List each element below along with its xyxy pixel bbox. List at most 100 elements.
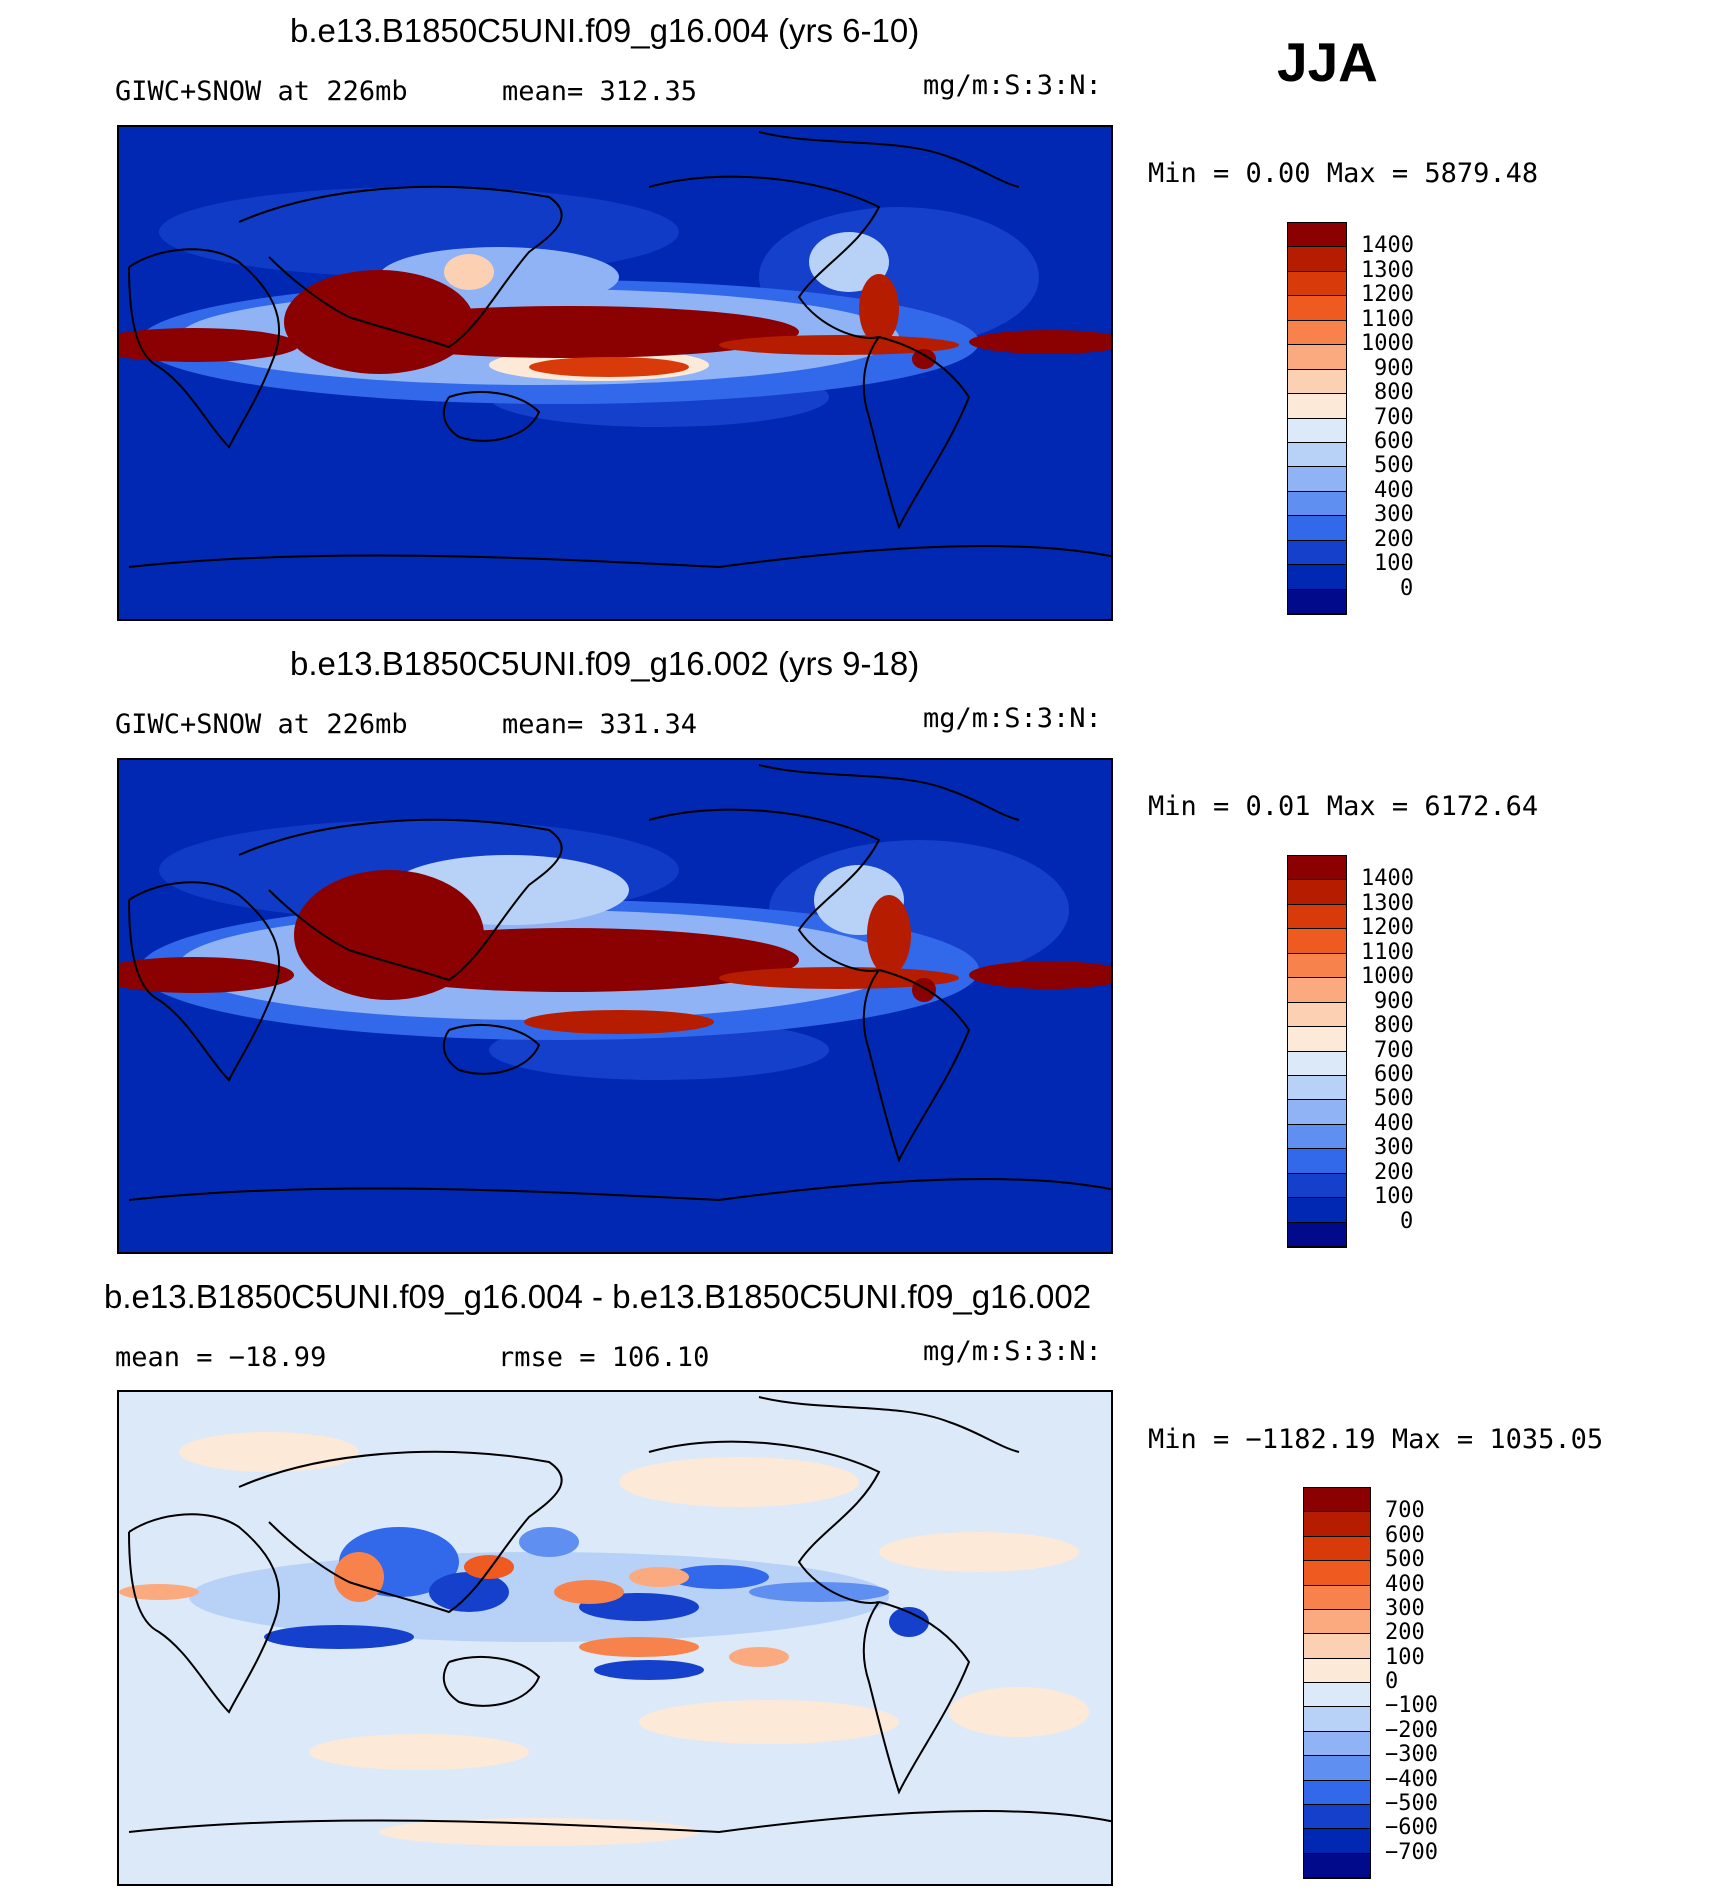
colorbar-tick-label: 100	[1374, 1184, 1414, 1210]
colorbar-box	[1288, 929, 1346, 954]
colorbar-tick-label: 0	[1400, 575, 1414, 601]
colorbar-panel-1	[1287, 222, 1347, 615]
colorbar-tick-label: 200	[1374, 1159, 1414, 1185]
colorbar-box	[1304, 1536, 1370, 1562]
colorbar-tick-label: 300	[1385, 1595, 1425, 1621]
colorbar-box	[1288, 904, 1346, 930]
map-panel-difference	[117, 1390, 1113, 1886]
colorbar-box	[1288, 540, 1346, 566]
colorbar-box	[1304, 1853, 1370, 1878]
colorbar-tick-label: −400	[1385, 1766, 1438, 1792]
colorbar-box	[1304, 1488, 1370, 1513]
colorbar-box	[1288, 467, 1346, 492]
colorbar-tick-label: 600	[1374, 1061, 1414, 1087]
min-max-label: Min = −1182.19 Max = 1035.05	[1148, 1424, 1604, 1455]
season-label: JJA	[1277, 31, 1378, 93]
colorbar-tick-label: −200	[1385, 1717, 1438, 1743]
rmse-label: rmse = 106.10	[498, 1342, 710, 1373]
mean-label: mean = −18.99	[115, 1342, 327, 1373]
colorbar-box	[1288, 271, 1346, 297]
colorbar-tick-label: 600	[1374, 428, 1414, 454]
colorbar-box	[1304, 1707, 1370, 1732]
colorbar-tick-label: 1200	[1361, 915, 1414, 941]
colorbar-box	[1288, 880, 1346, 905]
colorbar-tick-label: 200	[1385, 1620, 1425, 1646]
colorbar-box	[1288, 978, 1346, 1003]
colorbar-box	[1288, 1051, 1346, 1076]
colorbar-box	[1288, 1222, 1346, 1247]
colorbar-box	[1288, 418, 1346, 443]
colorbar-tick-label: 0	[1400, 1208, 1414, 1234]
colorbar-tick-label: 1400	[1361, 233, 1414, 259]
mean-label: mean= 331.34	[502, 709, 698, 740]
colorbar-tick-label: 900	[1374, 988, 1414, 1014]
colorbar-box	[1288, 345, 1346, 370]
colorbar-tick-label: 100	[1385, 1644, 1425, 1670]
colorbar-tick-label: −500	[1385, 1790, 1438, 1816]
colorbar-tick-label: 700	[1374, 1037, 1414, 1063]
colorbar-box	[1304, 1829, 1370, 1854]
colorbar-panel-2	[1287, 855, 1347, 1248]
colorbar-tick-label: 400	[1374, 1110, 1414, 1136]
colorbar-tick-label: 500	[1374, 453, 1414, 479]
colorbar-tick-label: −700	[1385, 1839, 1438, 1865]
colorbar-tick-label: 300	[1374, 1135, 1414, 1161]
units-label: mg/m:S:3:N:	[923, 703, 1102, 734]
colorbar-box	[1304, 1585, 1370, 1610]
min-max-label: Min = 0.01 Max = 6172.64	[1148, 791, 1539, 822]
colorbar-tick-label: 1100	[1361, 306, 1414, 332]
colorbar-box	[1288, 394, 1346, 419]
colorbar-box	[1304, 1609, 1370, 1635]
colorbar-box	[1288, 247, 1346, 272]
colorbar-panel-3	[1303, 1487, 1371, 1879]
colorbar-tick-label: 1100	[1361, 939, 1414, 965]
colorbar-tick-label: −100	[1385, 1693, 1438, 1719]
colorbar-tick-label: 200	[1374, 526, 1414, 552]
colorbar-box	[1288, 320, 1346, 346]
colorbar-tick-label: 100	[1374, 551, 1414, 577]
colorbar-box	[1288, 856, 1346, 881]
colorbar-tick-label: 0	[1385, 1669, 1399, 1694]
colorbar-box	[1288, 1002, 1346, 1028]
colorbar-tick-label: 1200	[1361, 282, 1414, 308]
panel-title: b.e13.B1850C5UNI.f09_g16.004 - b.e13.B18…	[104, 1278, 1092, 1315]
colorbar-tick-label: 500	[1374, 1086, 1414, 1112]
colorbar-tick-label: 1400	[1361, 866, 1414, 892]
colorbar-tick-label: 300	[1374, 502, 1414, 528]
colorbar-box	[1288, 1100, 1346, 1125]
colorbar-box	[1304, 1780, 1370, 1805]
colorbar-tick-label: −600	[1385, 1815, 1438, 1841]
min-max-label: Min = 0.00 Max = 5879.48	[1148, 158, 1539, 189]
colorbar-box	[1304, 1756, 1370, 1781]
colorbar-tick-label: 1300	[1361, 257, 1414, 283]
colorbar-tick-label: 1300	[1361, 890, 1414, 916]
panel-title: b.e13.B1850C5UNI.f09_g16.002 (yrs 9-18)	[290, 645, 920, 682]
colorbar-tick-label: 800	[1374, 1013, 1414, 1039]
colorbar-box	[1304, 1634, 1370, 1659]
colorbar-box	[1304, 1561, 1370, 1586]
panel-title: b.e13.B1850C5UNI.f09_g16.004 (yrs 6-10)	[290, 12, 920, 49]
colorbar-box	[1304, 1658, 1370, 1683]
colorbar-tick-label: 1000	[1361, 331, 1414, 357]
colorbar-tick-label: 500	[1385, 1547, 1425, 1573]
colorbar-tick-label: 900	[1374, 355, 1414, 381]
colorbar-box	[1288, 442, 1346, 468]
colorbar-box	[1288, 1173, 1346, 1199]
colorbar-box	[1304, 1731, 1370, 1757]
colorbar-box	[1288, 1198, 1346, 1223]
colorbar-tick-label: −300	[1385, 1742, 1438, 1768]
map-panel-model-004	[117, 125, 1113, 621]
colorbar-tick-label: 800	[1374, 380, 1414, 406]
colorbar-box	[1288, 953, 1346, 979]
colorbar-box	[1288, 589, 1346, 614]
colorbar-box	[1288, 491, 1346, 517]
colorbar-box	[1304, 1512, 1370, 1537]
colorbar-tick-label: 700	[1385, 1498, 1425, 1524]
units-label: mg/m:S:3:N:	[923, 1336, 1102, 1367]
units-label: mg/m:S:3:N:	[923, 70, 1102, 101]
field-label: GIWC+SNOW at 226mb	[115, 76, 408, 107]
map-panel-model-002	[117, 758, 1113, 1254]
colorbar-box	[1288, 1027, 1346, 1052]
colorbar-tick-label: 1000	[1361, 964, 1414, 990]
colorbar-box	[1288, 516, 1346, 541]
